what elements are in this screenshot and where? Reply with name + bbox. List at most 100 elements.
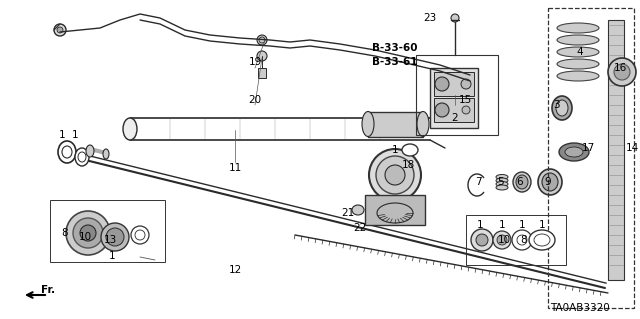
Ellipse shape (131, 226, 149, 244)
Text: 23: 23 (424, 13, 436, 23)
Bar (608, 20, 624, 280)
Circle shape (257, 35, 267, 45)
Text: 4: 4 (577, 47, 583, 57)
Ellipse shape (557, 47, 599, 57)
Text: 19: 19 (248, 57, 262, 67)
Bar (466, 215, 566, 265)
Text: 1: 1 (59, 130, 65, 140)
Text: 18: 18 (401, 160, 415, 170)
Ellipse shape (462, 106, 470, 114)
Bar (368, 112, 423, 137)
Bar (548, 8, 634, 308)
Ellipse shape (123, 118, 137, 140)
Ellipse shape (513, 172, 531, 192)
Ellipse shape (106, 228, 124, 246)
Ellipse shape (496, 185, 508, 190)
Circle shape (512, 230, 532, 250)
Ellipse shape (75, 148, 89, 166)
Text: 1: 1 (518, 220, 525, 230)
Text: B-33-60: B-33-60 (372, 43, 418, 53)
Ellipse shape (385, 165, 405, 185)
Text: 9: 9 (545, 177, 551, 187)
Ellipse shape (369, 149, 421, 201)
Text: 3: 3 (553, 100, 559, 110)
Ellipse shape (73, 218, 103, 248)
Circle shape (471, 229, 493, 251)
Ellipse shape (559, 143, 589, 161)
Circle shape (614, 64, 630, 80)
Circle shape (476, 234, 488, 246)
Ellipse shape (362, 112, 374, 137)
Ellipse shape (529, 230, 555, 250)
Ellipse shape (135, 230, 145, 240)
Ellipse shape (402, 144, 418, 156)
Text: 2: 2 (452, 113, 458, 123)
Ellipse shape (496, 174, 508, 180)
Text: 11: 11 (228, 163, 242, 173)
Bar (430, 68, 478, 128)
Bar (434, 98, 474, 122)
Ellipse shape (435, 77, 449, 91)
Text: 10: 10 (497, 235, 511, 245)
Ellipse shape (461, 79, 471, 89)
Ellipse shape (538, 169, 562, 195)
Text: 13: 13 (104, 235, 116, 245)
Bar (365, 195, 425, 225)
Text: 8: 8 (61, 228, 68, 238)
Ellipse shape (78, 152, 86, 162)
Ellipse shape (417, 112, 429, 137)
Ellipse shape (496, 182, 508, 187)
Text: 6: 6 (516, 177, 524, 187)
Ellipse shape (86, 145, 94, 157)
Ellipse shape (556, 100, 568, 116)
Text: 22: 22 (353, 223, 367, 233)
Text: 1: 1 (72, 130, 78, 140)
Text: 15: 15 (458, 95, 472, 105)
Text: 1: 1 (539, 220, 545, 230)
Circle shape (608, 58, 636, 86)
Ellipse shape (565, 147, 583, 157)
Bar (258, 68, 266, 78)
Text: 16: 16 (613, 63, 627, 73)
Text: 7: 7 (475, 177, 481, 187)
Text: 1: 1 (477, 220, 483, 230)
Ellipse shape (103, 149, 109, 159)
Ellipse shape (66, 211, 110, 255)
Bar (50, 200, 165, 262)
Text: 10: 10 (79, 232, 92, 242)
Text: 5: 5 (497, 177, 503, 187)
Circle shape (497, 235, 507, 245)
Ellipse shape (557, 59, 599, 69)
Text: B-33-61: B-33-61 (372, 57, 418, 67)
Ellipse shape (101, 223, 129, 251)
Bar (416, 55, 498, 135)
Text: 17: 17 (581, 143, 595, 153)
Circle shape (451, 14, 459, 22)
Ellipse shape (376, 156, 414, 194)
Text: 1: 1 (499, 220, 506, 230)
Ellipse shape (496, 178, 508, 183)
Ellipse shape (542, 173, 558, 191)
Ellipse shape (557, 71, 599, 81)
Circle shape (257, 51, 267, 61)
Text: 8: 8 (521, 235, 527, 245)
Ellipse shape (62, 146, 72, 158)
Ellipse shape (80, 225, 96, 241)
Text: Fr.: Fr. (41, 285, 55, 295)
Ellipse shape (58, 141, 76, 163)
Text: 14: 14 (625, 143, 639, 153)
Bar (434, 72, 474, 96)
Circle shape (493, 231, 511, 249)
Text: 20: 20 (248, 95, 262, 105)
Text: 21: 21 (341, 208, 355, 218)
Ellipse shape (552, 96, 572, 120)
Circle shape (57, 27, 63, 33)
Ellipse shape (352, 205, 364, 215)
Ellipse shape (435, 103, 449, 117)
Text: 1: 1 (392, 145, 398, 155)
Text: 1: 1 (109, 251, 115, 261)
Text: TA0AB3320: TA0AB3320 (550, 303, 610, 313)
Circle shape (54, 24, 66, 36)
Ellipse shape (557, 23, 599, 33)
Ellipse shape (516, 175, 528, 189)
